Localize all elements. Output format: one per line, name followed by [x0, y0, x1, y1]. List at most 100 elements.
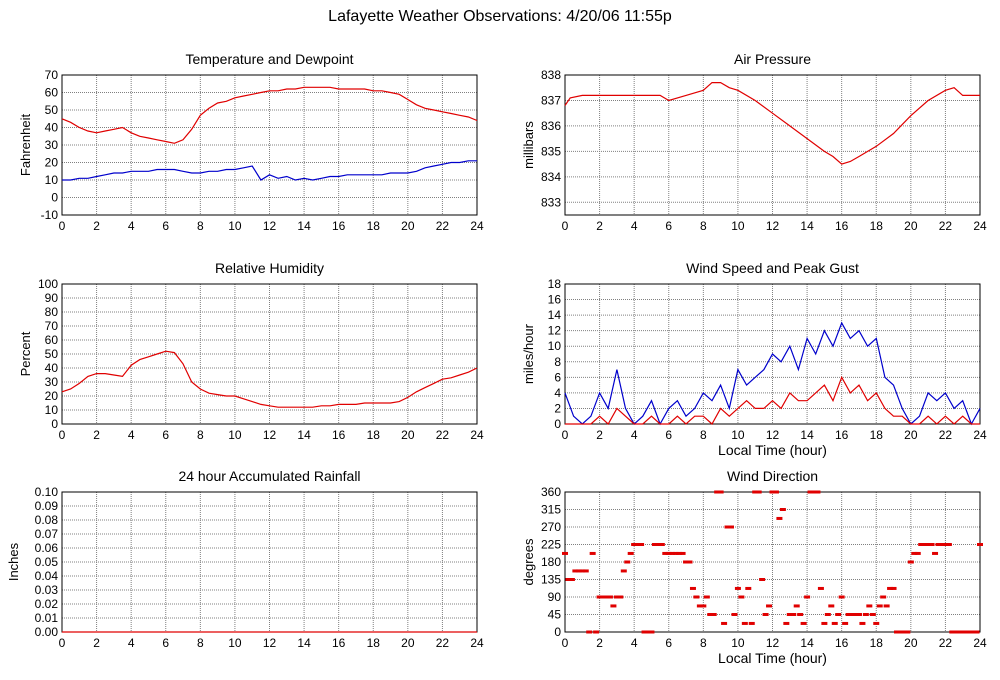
- dir-ytick-label: 45: [548, 608, 562, 622]
- wind-xtick-label: 16: [835, 428, 849, 442]
- dir-point: [842, 621, 849, 625]
- dir-point: [627, 551, 634, 555]
- humidity-ytick-label: 100: [38, 277, 58, 291]
- dir-ytick-label: 0: [554, 625, 561, 639]
- dir-xtick-label: 10: [731, 636, 745, 650]
- wind-ytick-label: 12: [548, 324, 562, 338]
- humidity-xtick-label: 8: [197, 428, 204, 442]
- dir-point: [935, 543, 942, 546]
- dir-point: [568, 578, 575, 581]
- dir-point: [942, 543, 949, 546]
- dir-ytick-label: 180: [541, 555, 561, 569]
- temp-series-line-0: [61, 86, 478, 144]
- dir-xtick-label: 20: [904, 636, 918, 650]
- dir-point: [849, 613, 856, 616]
- rain-xtick-label: 12: [263, 636, 277, 650]
- temp-title: Temperature and Dewpoint: [185, 51, 353, 67]
- dir-point: [734, 586, 741, 590]
- wind-xtick-label: 4: [631, 428, 638, 442]
- wind-ytick-label: 10: [548, 339, 562, 353]
- pressure-xtick-label: 14: [800, 219, 814, 233]
- dir-point: [703, 595, 710, 599]
- wind-frame: [564, 283, 981, 425]
- dir-point: [645, 630, 651, 634]
- dir-point: [949, 630, 956, 634]
- wind-ytick-label: 4: [554, 386, 561, 400]
- rain-ylabel: Inches: [6, 542, 21, 581]
- humidity-ytick-label: 40: [45, 361, 59, 375]
- dir-point: [811, 490, 817, 494]
- dir-point: [970, 630, 977, 634]
- wind-xtick-label: 6: [665, 428, 672, 442]
- dir-point: [869, 613, 876, 616]
- dir-point: [817, 586, 824, 590]
- wind-xtick-label: 0: [562, 428, 569, 442]
- dir-point: [932, 551, 939, 555]
- dir-point: [831, 621, 838, 625]
- temp-xtick-label: 24: [470, 219, 484, 233]
- temp-ytick-label: 60: [45, 86, 59, 100]
- dir-point: [693, 595, 700, 599]
- pressure-xtick-label: 24: [973, 219, 987, 233]
- dir-point: [686, 560, 693, 564]
- dir-point: [610, 604, 617, 608]
- dir-point: [838, 595, 845, 599]
- dir-point: [717, 490, 724, 494]
- rain-ytick-label: 0.10: [35, 485, 59, 499]
- wind-ytick-label: 0: [554, 417, 561, 431]
- humidity-ytick-label: 70: [45, 319, 59, 333]
- dir-point: [894, 630, 900, 634]
- dir-xtick-label: 14: [800, 636, 814, 650]
- temp-ytick-label: 70: [45, 68, 59, 82]
- temp-xtick-label: 16: [332, 219, 346, 233]
- dir-point: [721, 621, 728, 625]
- dir-point: [907, 560, 914, 564]
- humidity-xtick-label: 4: [128, 428, 135, 442]
- wind-xtick-label: 20: [904, 428, 918, 442]
- dir-point: [952, 630, 959, 634]
- dir-point: [977, 543, 983, 546]
- dir-point: [565, 578, 572, 581]
- humidity-ytick-label: 20: [45, 389, 59, 403]
- temp-xtick-label: 6: [162, 219, 169, 233]
- temp-xtick-label: 20: [401, 219, 415, 233]
- humidity-frame: [61, 283, 478, 425]
- dir-point: [797, 613, 804, 616]
- wind-xlabel: Local Time (hour): [718, 442, 827, 458]
- temp-xtick-label: 4: [128, 219, 135, 233]
- wind-xtick-label: 24: [973, 428, 987, 442]
- humidity-title: Relative Humidity: [215, 260, 324, 276]
- pressure-xtick-label: 6: [665, 219, 672, 233]
- dir-point: [620, 569, 627, 573]
- humidity-xtick-label: 20: [401, 428, 415, 442]
- dir-point: [959, 630, 966, 634]
- dir-point: [562, 551, 568, 555]
- dir-ytick-label: 315: [541, 503, 561, 517]
- wind-ytick-label: 18: [548, 277, 562, 291]
- dir-point: [651, 543, 658, 546]
- dir-point: [779, 508, 786, 511]
- dir-xtick-label: 6: [665, 636, 672, 650]
- dir-point: [624, 560, 631, 564]
- dir-point: [617, 595, 624, 599]
- dir-point: [589, 551, 596, 555]
- pressure-ytick-label: 838: [541, 68, 561, 82]
- rain-xtick-label: 14: [297, 636, 311, 650]
- humidity-ytick-label: 10: [45, 403, 59, 417]
- dir-ytick-label: 135: [541, 573, 561, 587]
- dir-point: [807, 490, 814, 494]
- dir-point: [641, 630, 648, 634]
- dir-point: [745, 586, 752, 590]
- pressure-xtick-label: 22: [939, 219, 953, 233]
- dir-point: [904, 630, 911, 634]
- dir-point: [887, 586, 894, 590]
- dir-point: [783, 621, 790, 625]
- wind-ytick-label: 16: [548, 293, 562, 307]
- temp-xtick-label: 2: [93, 219, 100, 233]
- dir-point: [676, 551, 683, 555]
- temp-ytick-label: 20: [45, 156, 59, 170]
- temp-frame: [61, 74, 478, 216]
